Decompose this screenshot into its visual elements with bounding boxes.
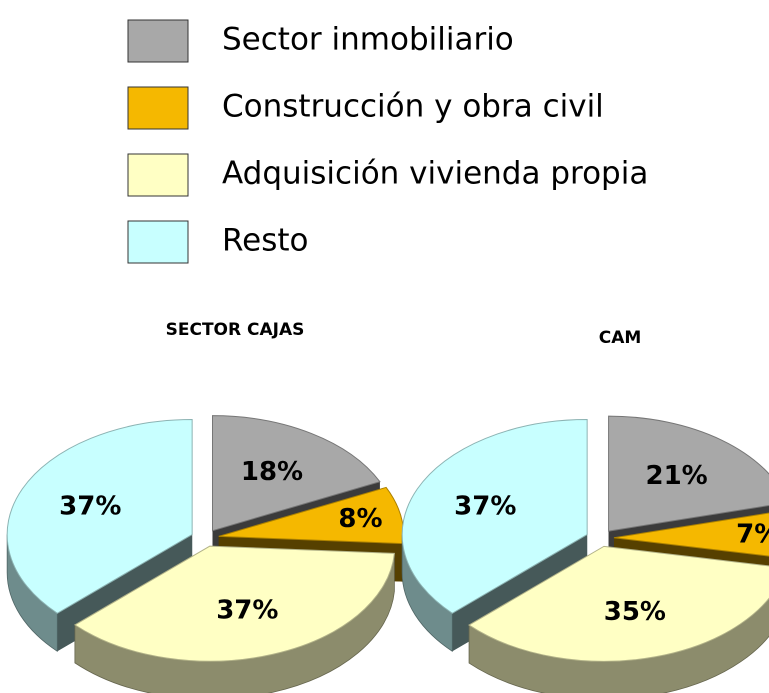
legend-swatch	[127, 220, 189, 264]
slice-label: 37%	[216, 596, 278, 626]
legend-label: Adquisición vivienda propia	[222, 156, 648, 192]
legend-swatch	[127, 86, 189, 130]
legend-swatch	[127, 19, 189, 63]
slice-label: 37%	[454, 492, 516, 522]
chart-title: SECTOR CAJAS	[166, 320, 305, 340]
legend-label: Resto	[222, 223, 309, 259]
slice-label: 18%	[241, 457, 303, 487]
legend-swatch	[127, 153, 189, 197]
slice-label: 8%	[338, 504, 382, 534]
legend-label: Construcción y obra civil	[222, 89, 604, 125]
pie-slice	[468, 545, 769, 662]
pie-slice	[6, 419, 193, 614]
slice-label: 7%	[736, 519, 769, 549]
slice-label: 35%	[604, 597, 666, 627]
pie-slice	[608, 415, 769, 532]
slice-label: 21%	[645, 461, 707, 491]
chart-title: CAM	[599, 328, 642, 348]
legend-label: Sector inmobiliario	[222, 22, 514, 58]
pie-slice	[613, 512, 769, 557]
pie-slice	[212, 415, 381, 532]
slice-label: 37%	[59, 492, 121, 522]
pie-slice	[401, 419, 588, 614]
pie-slice	[73, 545, 395, 662]
